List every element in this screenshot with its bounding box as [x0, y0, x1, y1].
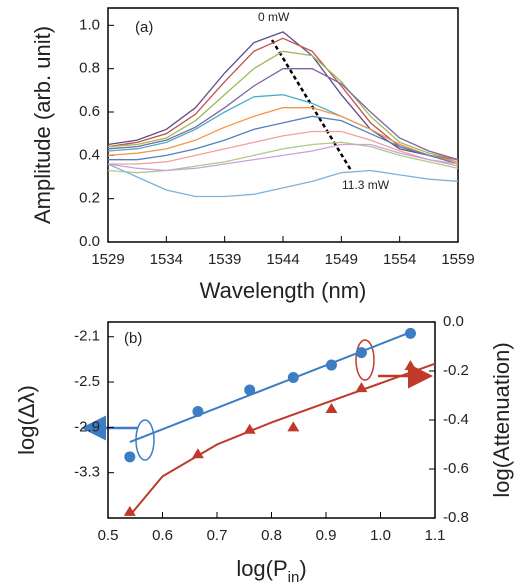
- x-tick-label: 1534: [150, 251, 183, 268]
- marker: [355, 382, 368, 393]
- series-line: [107, 107, 459, 163]
- x-tick-label: 1539: [208, 251, 241, 268]
- series-line: [129, 362, 436, 517]
- marker: [123, 505, 136, 516]
- x-tick-label: 0.7: [207, 527, 228, 544]
- x-axis-title: log(Pin): [236, 556, 306, 587]
- y2-axis-title: log(Attenuation): [489, 342, 514, 497]
- trend-line: [270, 39, 354, 173]
- annotation: 11.3 mW: [342, 178, 390, 192]
- series-line: [107, 31, 459, 161]
- y-tick-label: 0.4: [79, 146, 100, 163]
- annotation: 0 mW: [258, 10, 290, 24]
- marker: [355, 347, 367, 359]
- marker: [404, 327, 416, 339]
- marker: [124, 451, 136, 463]
- x-tick-label: 1549: [325, 251, 358, 268]
- x-tick-label: 1559: [441, 251, 474, 268]
- series-line: [107, 68, 459, 161]
- y-tick-label: 0.0: [79, 233, 100, 250]
- marker: [404, 360, 417, 371]
- y-tick-label: -2.1: [74, 328, 100, 345]
- y-tick-label: 0.6: [79, 103, 100, 120]
- marker: [191, 448, 204, 459]
- series-line: [107, 50, 459, 161]
- series-line: [107, 163, 459, 198]
- plot-frame: [107, 7, 459, 243]
- y2-tick-label: -0.4: [443, 411, 469, 428]
- marker: [287, 421, 300, 432]
- y-tick-label: 0.8: [79, 60, 100, 77]
- marker: [325, 402, 338, 413]
- marker: [287, 372, 299, 384]
- ellipse: [355, 339, 375, 381]
- marker: [192, 406, 204, 418]
- y-tick-label: -3.3: [74, 464, 100, 481]
- y-tick-label: -2.9: [74, 418, 100, 435]
- x-axis-title: Wavelength (nm): [200, 278, 367, 303]
- series-line: [107, 94, 459, 163]
- x-tick-label: 1544: [266, 251, 299, 268]
- x-tick-label: 0.9: [316, 527, 337, 544]
- marker: [243, 423, 256, 434]
- series-line: [108, 115, 459, 165]
- y2-tick-label: 0.0: [443, 313, 464, 330]
- marker: [325, 359, 337, 371]
- x-axis-title-part: log(P: [236, 556, 287, 581]
- y2-tick-label: -0.8: [443, 509, 469, 526]
- plot-frame: [107, 321, 436, 519]
- y-axis-title: log(Δλ): [14, 385, 39, 455]
- series-line: [108, 130, 459, 167]
- y-tick-label: -2.5: [74, 373, 100, 390]
- ellipse: [135, 419, 155, 461]
- x-tick-label: 1554: [383, 251, 416, 268]
- x-tick-label: 1.1: [425, 527, 446, 544]
- x-tick-label: 0.6: [152, 527, 173, 544]
- y2-tick-label: -0.2: [443, 362, 469, 379]
- y-tick-label: 0.2: [79, 190, 100, 207]
- x-tick-label: 1529: [91, 251, 124, 268]
- x-tick-label: 0.5: [98, 527, 119, 544]
- y-tick-label: 1.0: [79, 16, 100, 33]
- y2-tick-label: -0.6: [443, 460, 469, 477]
- x-tick-label: 1.0: [370, 527, 391, 544]
- panel-label: (a): [135, 19, 153, 36]
- marker: [244, 384, 256, 396]
- x-tick-label: 0.8: [261, 527, 282, 544]
- x-axis-title-part: ): [299, 556, 306, 581]
- panel-label: (b): [124, 330, 142, 347]
- x-axis-title-part: in: [288, 569, 300, 586]
- series-line: [107, 143, 459, 172]
- y-axis-title: Amplitude (arb. unit): [30, 26, 55, 224]
